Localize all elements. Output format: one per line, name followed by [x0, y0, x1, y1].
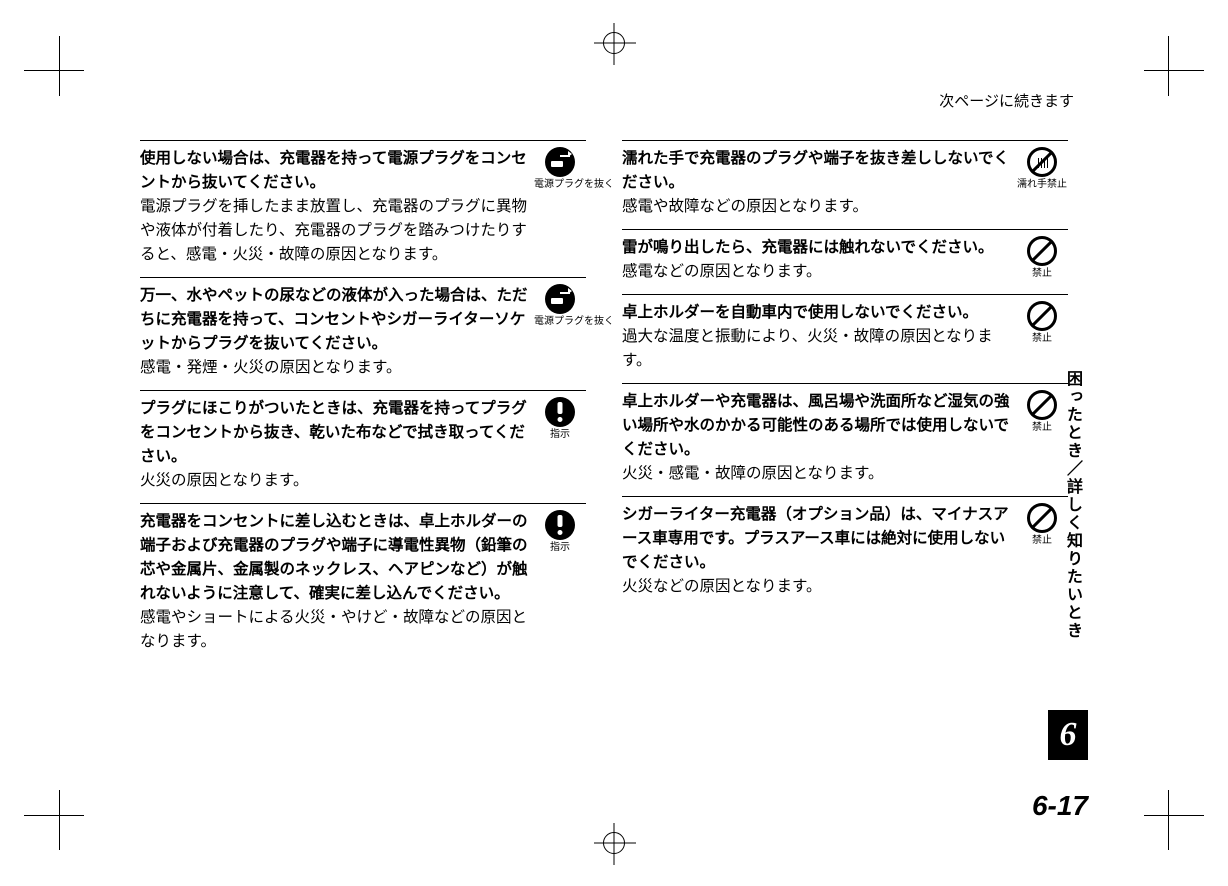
icon-caption: 禁止	[1016, 268, 1068, 280]
continued-next-page: 次ページに続きます	[939, 90, 1074, 111]
prohibit-icon	[1027, 390, 1057, 420]
warning-body: 火災の原因となります。	[140, 472, 309, 489]
warning-item: 万一、水やペットの尿などの液体が入った場合は、ただちに充電器を持って、コンセント…	[140, 277, 586, 390]
prohibit-icon	[1027, 503, 1057, 533]
prohibit-icon-wrap: 禁止	[1016, 301, 1068, 345]
unplug-icon-wrap: 電源プラグを抜く	[534, 284, 586, 328]
warning-body: 感電などの原因となります。	[622, 263, 822, 280]
warning-body: 火災・感電・故障の原因となります。	[622, 465, 884, 482]
warning-item: シガーライター充電器（オプション品）は、マイナスアース車専用です。プラスアース車…	[622, 496, 1068, 609]
mandatory-icon-wrap: 指示	[534, 397, 586, 441]
chapter-tab: 6	[1048, 710, 1088, 760]
left-column: 使用しない場合は、充電器を持って電源プラグをコンセントから抜いてください。電源プ…	[140, 140, 586, 664]
warning-body: 電源プラグを挿したまま放置し、充電器のプラグに異物や液体が付着したり、充電器のプ…	[140, 198, 527, 263]
mandatory-icon	[545, 397, 575, 427]
wet-hand-prohibit-icon-wrap: 濡れ手禁止	[1016, 147, 1068, 191]
warning-body: 過大な温度と振動により、火災・故障の原因となります。	[622, 328, 993, 369]
right-column: 濡れた手で充電器のプラグや端子を抜き差ししないでください。感電や故障などの原因と…	[622, 140, 1068, 664]
warning-body: 感電や故障などの原因となります。	[622, 198, 868, 215]
warning-item: 充電器をコンセントに差し込むときは、卓上ホルダーの端子および充電器のプラグや端子…	[140, 503, 586, 664]
icon-caption: 電源プラグを抜く	[534, 316, 586, 328]
page-content: 次ページに続きます 使用しない場合は、充電器を持って電源プラグをコンセントから抜…	[140, 90, 1088, 790]
warning-body: 感電やショートによる火災・やけど・故障などの原因となります。	[140, 609, 527, 650]
warning-body: 感電・発煙・火災の原因となります。	[140, 359, 402, 376]
warning-item: 卓上ホルダーを自動車内で使用しないでください。過大な温度と振動により、火災・故障…	[622, 294, 1068, 383]
side-tab-label: 困ったとき／詳しく知りたいとき	[1056, 370, 1088, 640]
mandatory-icon-wrap: 指示	[534, 510, 586, 554]
unplug-icon-wrap: 電源プラグを抜く	[534, 147, 586, 191]
unplug-icon	[545, 284, 575, 314]
mandatory-icon	[545, 510, 575, 540]
warning-heading: シガーライター充電器（オプション品）は、マイナスアース車専用です。プラスアース車…	[622, 506, 1009, 571]
warning-heading: 使用しない場合は、充電器を持って電源プラグをコンセントから抜いてください。	[140, 150, 527, 191]
warning-heading: 充電器をコンセントに差し込むときは、卓上ホルダーの端子および充電器のプラグや端子…	[140, 513, 528, 602]
unplug-icon	[545, 147, 575, 177]
warning-item: 使用しない場合は、充電器を持って電源プラグをコンセントから抜いてください。電源プ…	[140, 140, 586, 277]
warning-heading: 雷が鳴り出したら、充電器には触れないでください。	[622, 239, 994, 256]
warning-heading: 万一、水やペットの尿などの液体が入った場合は、ただちに充電器を持って、コンセント…	[140, 287, 528, 352]
warning-body: 火災などの原因となります。	[622, 578, 822, 595]
warning-heading: 卓上ホルダーや充電器は、風呂場や洗面所など湿気の強い場所や水のかかる可能性のある…	[622, 393, 1010, 458]
prohibit-icon-wrap: 禁止	[1016, 236, 1068, 280]
warning-item: 雷が鳴り出したら、充電器には触れないでください。感電などの原因となります。 禁止	[622, 229, 1068, 294]
prohibit-icon	[1027, 301, 1057, 331]
icon-caption: 指示	[534, 429, 586, 441]
icon-caption: 指示	[534, 542, 586, 554]
warning-heading: プラグにほこりがついたときは、充電器を持ってプラグをコンセントから抜き、乾いた布…	[140, 400, 527, 465]
warning-heading: 卓上ホルダーを自動車内で使用しないでください。	[622, 304, 978, 321]
icon-caption: 禁止	[1016, 333, 1068, 345]
warning-columns: 使用しない場合は、充電器を持って電源プラグをコンセントから抜いてください。電源プ…	[140, 140, 1088, 664]
prohibit-icon	[1027, 236, 1057, 266]
icon-caption: 電源プラグを抜く	[534, 179, 586, 191]
warning-heading: 濡れた手で充電器のプラグや端子を抜き差ししないでください。	[622, 150, 1009, 191]
icon-caption: 濡れ手禁止	[1016, 179, 1068, 191]
warning-item: プラグにほこりがついたときは、充電器を持ってプラグをコンセントから抜き、乾いた布…	[140, 390, 586, 503]
page-number: 6-17	[1032, 790, 1088, 822]
wet-hand-prohibit-icon	[1027, 147, 1057, 177]
warning-item: 濡れた手で充電器のプラグや端子を抜き差ししないでください。感電や故障などの原因と…	[622, 140, 1068, 229]
warning-item: 卓上ホルダーや充電器は、風呂場や洗面所など湿気の強い場所や水のかかる可能性のある…	[622, 383, 1068, 496]
